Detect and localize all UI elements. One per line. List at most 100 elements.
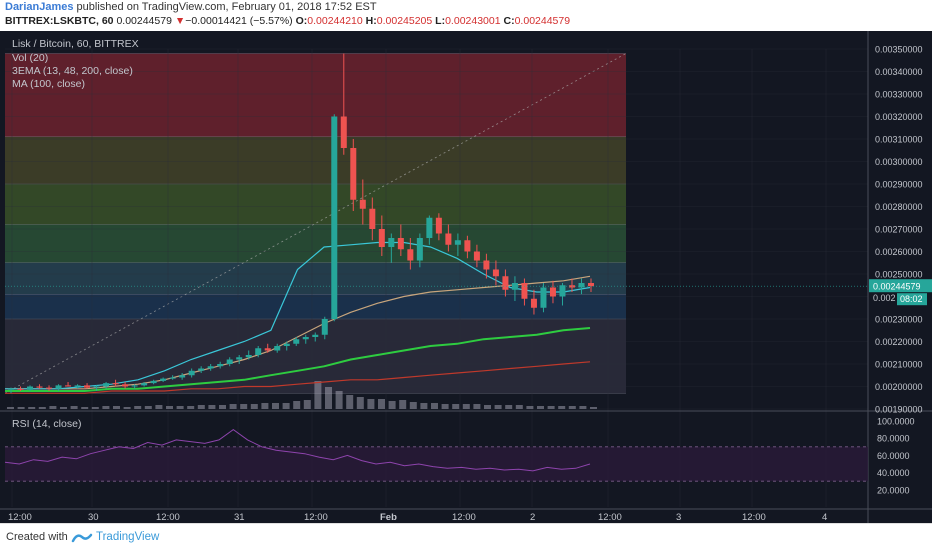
volume-bar — [38, 407, 46, 409]
symbol-label: BITTREX:LSKBTC, 60 — [5, 15, 114, 27]
published-text: published on TradingView.com, February 0… — [73, 1, 377, 13]
down-arrow-icon: ▼ — [174, 15, 186, 27]
close-label: C: — [503, 15, 515, 27]
volume-bar — [144, 406, 152, 409]
candle-body — [245, 355, 252, 358]
rsi-tick-label: 60.0000 — [877, 451, 910, 461]
time-tick-label: 3 — [676, 512, 681, 523]
candle-body — [179, 375, 186, 378]
volume-bar — [113, 406, 120, 409]
volume-bar — [367, 399, 375, 409]
candle-body — [350, 148, 357, 200]
candle-body — [150, 380, 157, 384]
header-line-2: BITTREX:LSKBTC, 60 0.00244579 ▼−0.000144… — [5, 15, 570, 27]
price-tick-label: 0.00320000 — [875, 112, 923, 122]
volume-bar — [240, 404, 248, 409]
tradingview-brand[interactable]: TradingView — [96, 531, 160, 543]
candle-body — [122, 384, 129, 387]
candle-body — [112, 383, 119, 385]
author-link[interactable]: DarianJames — [5, 1, 74, 13]
fib-band — [5, 136, 626, 184]
candle-body — [435, 217, 442, 234]
candle-body — [27, 386, 34, 390]
candle-body — [502, 276, 509, 290]
volume-bar — [60, 407, 67, 409]
volume-bar — [7, 407, 14, 409]
volume-bar — [526, 406, 534, 409]
volume-legend[interactable]: Vol (20) — [12, 52, 49, 64]
countdown-label: 08:02 — [900, 294, 923, 304]
rsi-legend[interactable]: RSI (14, close) — [12, 418, 82, 430]
candle-body — [530, 298, 537, 308]
volume-bar — [282, 403, 290, 409]
volume-bar — [166, 406, 173, 409]
header-line-1: DarianJames published on TradingView.com… — [5, 1, 377, 13]
volume-bar — [229, 404, 237, 409]
open-value: 0.00244210 — [307, 15, 363, 27]
tradingview-logo-icon[interactable] — [71, 532, 93, 544]
ma-legend[interactable]: MA (100, close) — [12, 78, 85, 90]
volume-bar — [515, 405, 523, 409]
time-tick-label: 12:00 — [156, 512, 180, 523]
candle-body — [188, 370, 195, 376]
volume-bar — [155, 405, 163, 409]
candle-body — [226, 359, 233, 364]
price-tick-label: 0.00260000 — [875, 247, 923, 257]
candle-body — [378, 229, 385, 247]
price-tick-label: 0.00250000 — [875, 270, 923, 280]
volume-bar — [378, 399, 385, 409]
time-tick-label: 12:00 — [452, 512, 476, 523]
volume-bar — [314, 381, 322, 409]
price-chart[interactable]: 0.00350000 0.00340000 0.00330000 0.00320000… — [0, 31, 932, 523]
candle-body — [388, 238, 395, 247]
chart-header: DarianJames published on TradingView.com… — [0, 0, 932, 30]
candle-body — [445, 233, 452, 245]
candle-body — [84, 385, 91, 388]
rsi-tick-label: 100.0000 — [877, 417, 915, 427]
price-tick-label: 0.00190000 — [875, 405, 923, 415]
low-label: L: — [435, 15, 446, 27]
ema-legend[interactable]: 3EMA (13, 48, 200, close) — [12, 65, 133, 77]
volume-bar — [219, 405, 226, 409]
price-tick-label: 0.00350000 — [875, 45, 923, 55]
price-tick-label: 0.00210000 — [875, 360, 923, 370]
volume-bar — [272, 403, 279, 409]
candle-body — [198, 368, 205, 371]
candle-body — [369, 208, 376, 229]
volume-bar — [123, 407, 131, 409]
volume-bar — [568, 406, 576, 409]
candle-body — [141, 383, 148, 386]
candle-body — [559, 285, 566, 297]
candle-body — [55, 385, 62, 389]
fib-band — [5, 319, 626, 394]
rsi-tick-label: 20.0000 — [877, 485, 910, 495]
volume-bar — [420, 403, 428, 409]
candle-body — [293, 339, 300, 344]
price-tick-label: 0.00340000 — [875, 67, 923, 77]
time-tick-label: 12:00 — [742, 512, 766, 523]
candle-body — [74, 385, 81, 387]
volume-bar — [579, 406, 587, 409]
ema-fast-line — [5, 241, 591, 390]
volume-bar — [558, 406, 566, 409]
volume-bar — [187, 406, 195, 409]
volume-bar — [81, 407, 89, 409]
volume-bar — [346, 395, 354, 409]
candle-body — [568, 285, 575, 288]
volume-bar — [590, 407, 597, 409]
volume-bar — [356, 397, 364, 409]
volume-bar — [261, 403, 269, 409]
low-value: 0.00243001 — [445, 15, 501, 27]
candle-body — [302, 337, 309, 340]
fib-band — [5, 184, 626, 225]
candle-body — [492, 269, 499, 277]
current-price-tag — [869, 279, 932, 293]
volume-bar — [547, 406, 555, 409]
time-tick-label: 12:00 — [8, 512, 32, 523]
chart-title-legend[interactable]: Lisk / Bitcoin, 60, BITTREX — [12, 38, 139, 50]
partial-price-label: 0.002 — [873, 293, 896, 303]
candle-body — [236, 357, 243, 360]
price-tick-label: 0.00330000 — [875, 90, 923, 100]
volume-bar — [293, 401, 301, 409]
candle-body — [588, 283, 594, 287]
